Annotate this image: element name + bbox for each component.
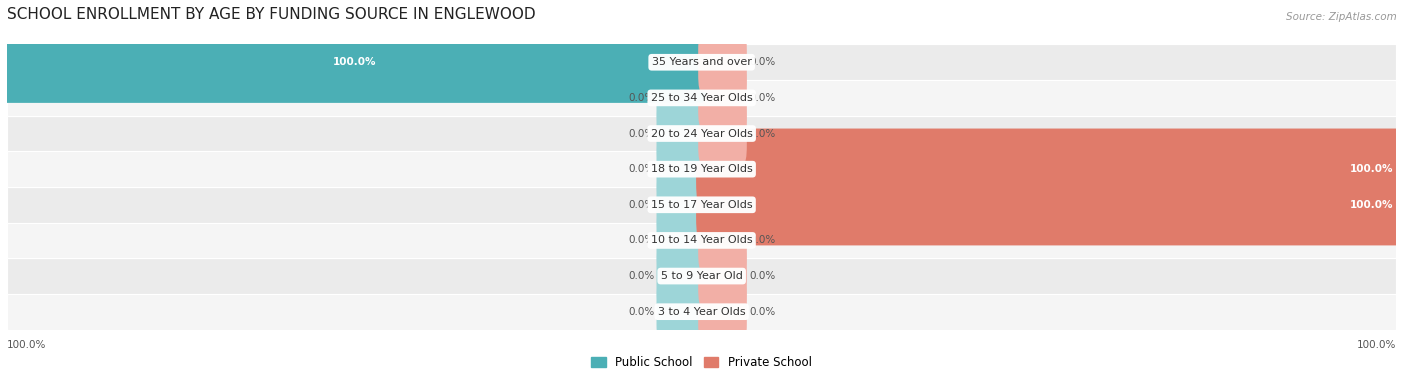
Text: 25 to 34 Year Olds: 25 to 34 Year Olds (651, 93, 752, 103)
FancyBboxPatch shape (657, 282, 706, 342)
Bar (7, 187, 1396, 222)
Bar (7, 80, 1396, 116)
Text: 0.0%: 0.0% (749, 271, 775, 281)
Text: 3 to 4 Year Olds: 3 to 4 Year Olds (658, 307, 745, 317)
Text: 5 to 9 Year Old: 5 to 9 Year Old (661, 271, 742, 281)
Bar (7, 151, 1396, 187)
Text: 100.0%: 100.0% (1350, 200, 1393, 210)
Text: 100.0%: 100.0% (7, 340, 46, 350)
FancyBboxPatch shape (657, 68, 706, 128)
Text: 100.0%: 100.0% (1350, 164, 1393, 174)
Text: 100.0%: 100.0% (1357, 340, 1396, 350)
Text: 0.0%: 0.0% (749, 129, 775, 138)
Text: 18 to 19 Year Olds: 18 to 19 Year Olds (651, 164, 752, 174)
Text: Source: ZipAtlas.com: Source: ZipAtlas.com (1285, 12, 1396, 22)
Text: 35 Years and over: 35 Years and over (652, 57, 752, 67)
FancyBboxPatch shape (699, 104, 747, 164)
FancyBboxPatch shape (699, 246, 747, 306)
Text: 100.0%: 100.0% (333, 57, 375, 67)
Text: 0.0%: 0.0% (628, 235, 654, 245)
Text: 0.0%: 0.0% (749, 57, 775, 67)
Text: 10 to 14 Year Olds: 10 to 14 Year Olds (651, 235, 752, 245)
FancyBboxPatch shape (1, 21, 707, 103)
FancyBboxPatch shape (696, 164, 1402, 245)
Legend: Public School, Private School: Public School, Private School (592, 356, 811, 369)
Text: 0.0%: 0.0% (628, 307, 654, 317)
Text: 0.0%: 0.0% (628, 164, 654, 174)
FancyBboxPatch shape (657, 104, 706, 164)
FancyBboxPatch shape (657, 246, 706, 306)
Text: 0.0%: 0.0% (749, 235, 775, 245)
Bar (7, 258, 1396, 294)
Bar (7, 222, 1396, 258)
FancyBboxPatch shape (657, 139, 706, 199)
Bar (7, 116, 1396, 151)
FancyBboxPatch shape (699, 68, 747, 128)
Bar (7, 294, 1396, 329)
Text: SCHOOL ENROLLMENT BY AGE BY FUNDING SOURCE IN ENGLEWOOD: SCHOOL ENROLLMENT BY AGE BY FUNDING SOUR… (7, 7, 536, 22)
FancyBboxPatch shape (699, 282, 747, 342)
Text: 0.0%: 0.0% (628, 200, 654, 210)
Text: 20 to 24 Year Olds: 20 to 24 Year Olds (651, 129, 752, 138)
Text: 0.0%: 0.0% (749, 93, 775, 103)
FancyBboxPatch shape (699, 210, 747, 270)
FancyBboxPatch shape (657, 210, 706, 270)
Text: 0.0%: 0.0% (628, 93, 654, 103)
Text: 0.0%: 0.0% (749, 307, 775, 317)
Text: 0.0%: 0.0% (628, 129, 654, 138)
Text: 0.0%: 0.0% (628, 271, 654, 281)
Text: 15 to 17 Year Olds: 15 to 17 Year Olds (651, 200, 752, 210)
FancyBboxPatch shape (699, 32, 747, 92)
Bar (7, 44, 1396, 80)
FancyBboxPatch shape (657, 175, 706, 235)
FancyBboxPatch shape (696, 129, 1402, 210)
